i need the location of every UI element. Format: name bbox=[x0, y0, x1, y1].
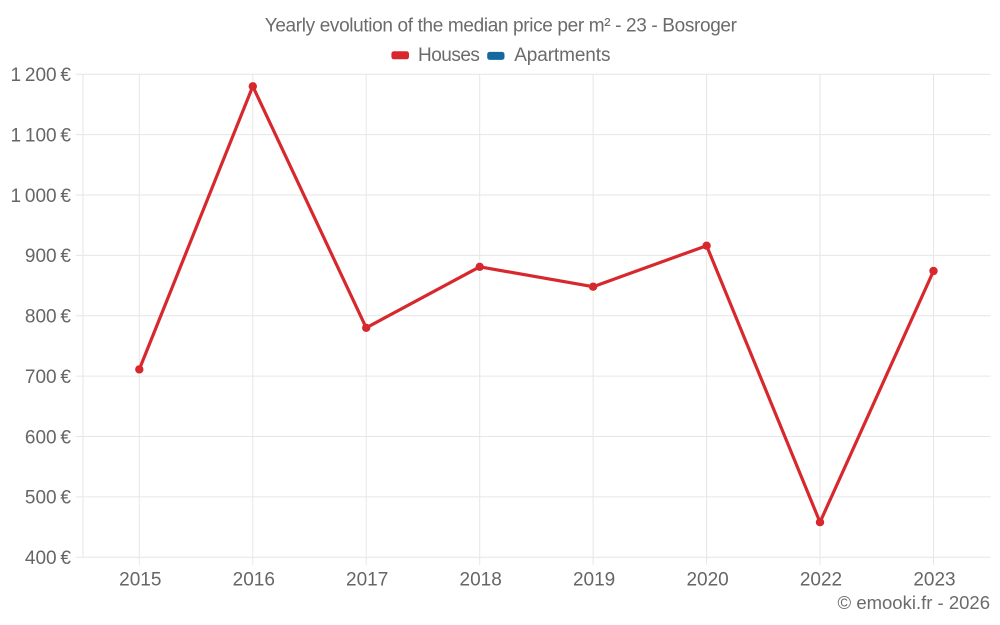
svg-text:1 200 €: 1 200 € bbox=[11, 65, 72, 86]
svg-text:2020: 2020 bbox=[686, 569, 728, 590]
svg-text:1 100 €: 1 100 € bbox=[11, 125, 72, 146]
svg-text:Houses: Houses bbox=[418, 45, 479, 66]
svg-text:700 €: 700 € bbox=[25, 367, 72, 388]
svg-text:600 €: 600 € bbox=[25, 427, 72, 448]
svg-text:2022: 2022 bbox=[800, 569, 842, 590]
svg-text:Yearly evolution of the median: Yearly evolution of the median price per… bbox=[265, 16, 738, 37]
svg-text:2017: 2017 bbox=[346, 569, 388, 590]
svg-text:2019: 2019 bbox=[573, 569, 615, 590]
svg-text:400 €: 400 € bbox=[25, 548, 72, 569]
svg-text:800 €: 800 € bbox=[25, 307, 72, 328]
svg-text:2016: 2016 bbox=[233, 569, 275, 590]
svg-text:1 000 €: 1 000 € bbox=[11, 186, 72, 207]
svg-text:© emooki.fr - 2026: © emooki.fr - 2026 bbox=[838, 592, 990, 613]
svg-text:900 €: 900 € bbox=[25, 246, 72, 267]
svg-text:500 €: 500 € bbox=[25, 488, 72, 509]
svg-text:Apartments: Apartments bbox=[514, 45, 610, 66]
svg-text:2023: 2023 bbox=[913, 569, 955, 590]
svg-text:2018: 2018 bbox=[460, 569, 502, 590]
svg-text:2015: 2015 bbox=[119, 569, 161, 590]
